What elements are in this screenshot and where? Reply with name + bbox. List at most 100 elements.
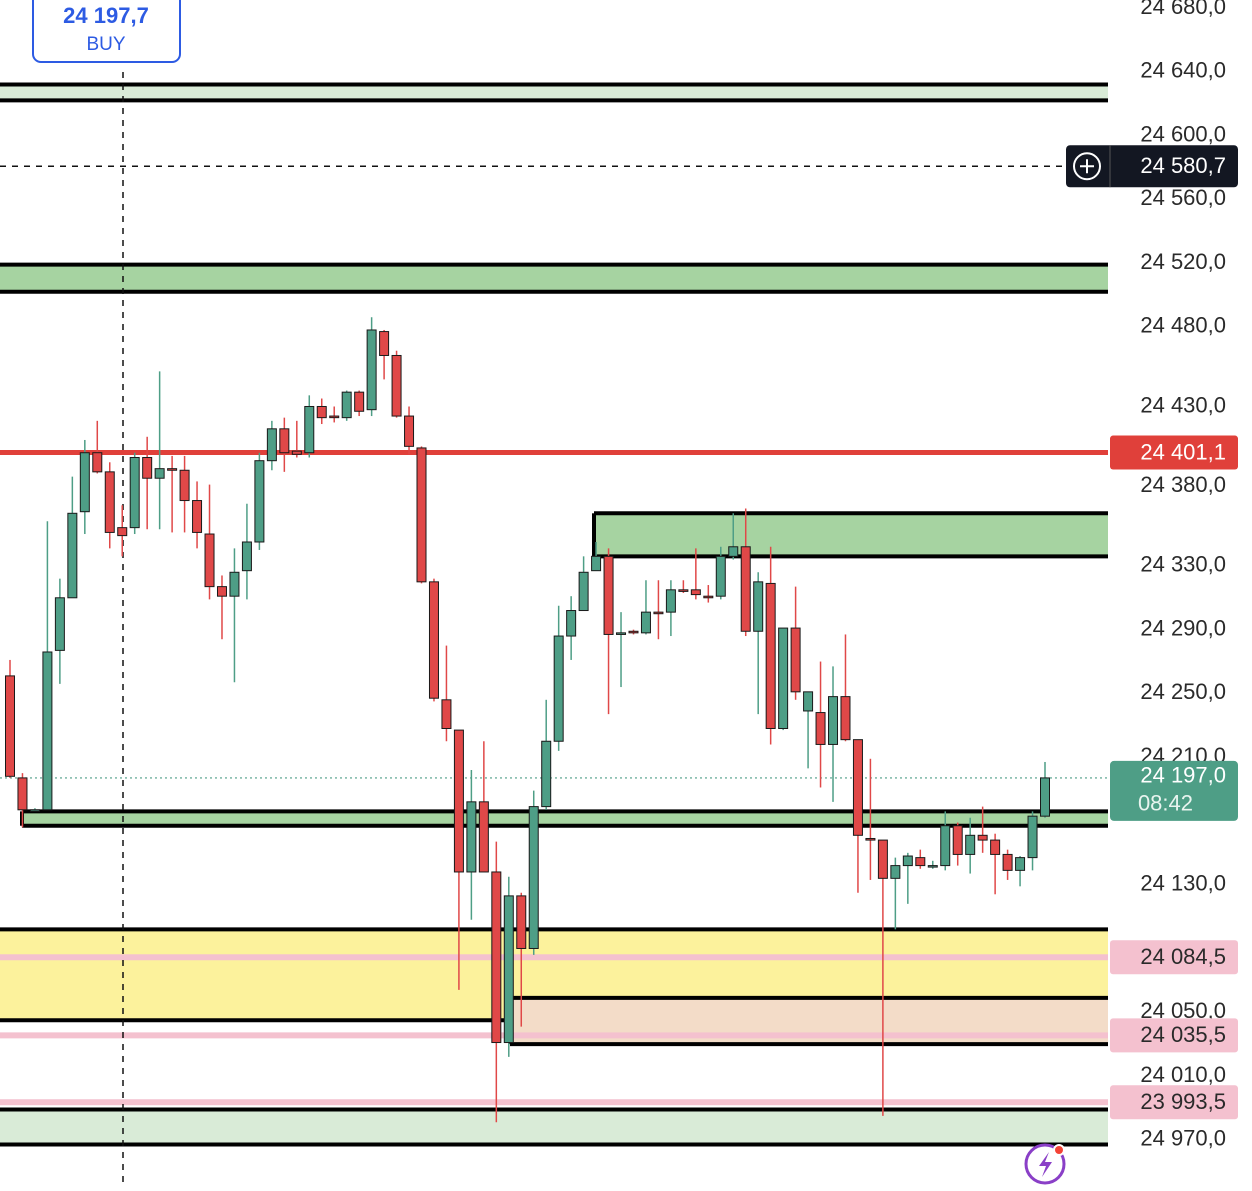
candle-body xyxy=(603,555,614,635)
candle-body xyxy=(616,632,627,635)
y-tick-label: 24 600,0 xyxy=(1140,121,1226,146)
candle-body xyxy=(628,630,639,634)
candle-body xyxy=(117,527,128,537)
candle-body xyxy=(17,777,28,811)
candle-body xyxy=(915,857,926,867)
zone xyxy=(0,84,1108,101)
candle-body xyxy=(142,457,153,479)
order-box xyxy=(32,0,181,63)
candle-body xyxy=(154,468,165,479)
candle-body xyxy=(1040,777,1050,817)
candle-body xyxy=(952,825,963,855)
candle-body xyxy=(404,415,415,447)
candle-body xyxy=(990,839,1001,855)
last-price-label: 24 197,0 xyxy=(1140,763,1226,788)
candle-body xyxy=(703,595,714,599)
y-tick-label: 24 560,0 xyxy=(1140,185,1226,210)
price-badge xyxy=(1110,1085,1238,1120)
candle-body xyxy=(902,855,913,867)
candle-body xyxy=(890,865,901,879)
candle-body xyxy=(366,329,377,411)
candle-body xyxy=(304,405,315,454)
candle-body xyxy=(92,452,103,473)
candle-body xyxy=(877,839,888,879)
candle-body xyxy=(503,895,514,1044)
candle-body xyxy=(241,541,252,572)
notification-dot xyxy=(1053,1144,1065,1156)
y-tick-label: 24 480,0 xyxy=(1140,313,1226,338)
candle-body xyxy=(129,457,140,529)
price-badge xyxy=(1110,1018,1238,1053)
candle-body xyxy=(266,428,277,462)
price-badge-label: 24 401,1 xyxy=(1140,439,1226,464)
candle-body xyxy=(67,512,78,599)
candle-body xyxy=(291,450,302,455)
lightning-bolt xyxy=(1039,1152,1052,1177)
crosshair-label: 24 580,7 xyxy=(1140,153,1226,178)
candle-body xyxy=(977,834,988,841)
candle-body xyxy=(566,610,577,637)
candle-body xyxy=(965,834,976,855)
candle-body xyxy=(940,825,951,867)
candle-body xyxy=(192,500,203,533)
add-icon xyxy=(1073,152,1101,181)
candle-body xyxy=(379,331,390,356)
candle-body xyxy=(828,696,839,745)
zone xyxy=(22,811,1108,826)
candle-body xyxy=(54,597,65,651)
candle-body xyxy=(1015,857,1026,871)
candle-body xyxy=(1002,853,1013,871)
zone xyxy=(0,264,1108,292)
candle-body xyxy=(840,696,851,741)
zone xyxy=(0,1109,1108,1145)
candle-body xyxy=(640,611,651,634)
candle-body xyxy=(329,415,340,419)
candle-body xyxy=(279,428,290,454)
last-price-badge xyxy=(1110,760,1238,821)
candle-body xyxy=(5,675,15,777)
candle-body xyxy=(865,837,876,841)
price-badge xyxy=(1110,940,1238,975)
candle-body xyxy=(204,533,215,588)
y-tick-label: 24 130,0 xyxy=(1140,871,1226,896)
candle-body xyxy=(815,712,826,745)
candle-body xyxy=(428,581,439,699)
candle-body xyxy=(927,865,938,868)
candle-body xyxy=(441,699,452,729)
price-badge-label: 24 035,5 xyxy=(1140,1022,1226,1047)
candle-body xyxy=(42,651,53,811)
add-icon-plus xyxy=(1080,159,1094,174)
zone xyxy=(594,513,1108,557)
order-price: 24 197,7 xyxy=(63,3,149,28)
candle-body xyxy=(653,611,664,615)
y-tick-label: 24 680,0 xyxy=(1140,0,1226,19)
y-tick-label: 24 970,0 xyxy=(1140,1126,1226,1151)
y-tick-label: 24 520,0 xyxy=(1140,249,1226,274)
y-tick-label: 24 010,0 xyxy=(1140,1062,1226,1087)
candle-body xyxy=(229,571,240,597)
candle-body xyxy=(541,740,552,808)
candle-body xyxy=(678,589,689,592)
candle-body xyxy=(354,391,365,412)
candle-body xyxy=(391,354,402,417)
candle-body xyxy=(740,546,751,632)
candle-body xyxy=(578,571,589,612)
candle-body xyxy=(254,460,265,543)
candle-body xyxy=(778,627,789,729)
y-tick-label: 24 250,0 xyxy=(1140,679,1226,704)
candle-body xyxy=(516,895,527,949)
candle-body xyxy=(753,581,764,632)
candle-body xyxy=(852,739,863,836)
candle-body xyxy=(491,871,502,1044)
y-tick-label: 24 380,0 xyxy=(1140,472,1226,497)
candle-body xyxy=(790,627,801,693)
candle-body xyxy=(765,582,776,729)
candle-body xyxy=(728,546,739,557)
candle-body xyxy=(478,801,489,873)
y-tick-label: 24 640,0 xyxy=(1140,58,1226,83)
candle-body xyxy=(341,391,352,419)
candle-body xyxy=(29,809,40,812)
candle-body xyxy=(528,806,539,949)
